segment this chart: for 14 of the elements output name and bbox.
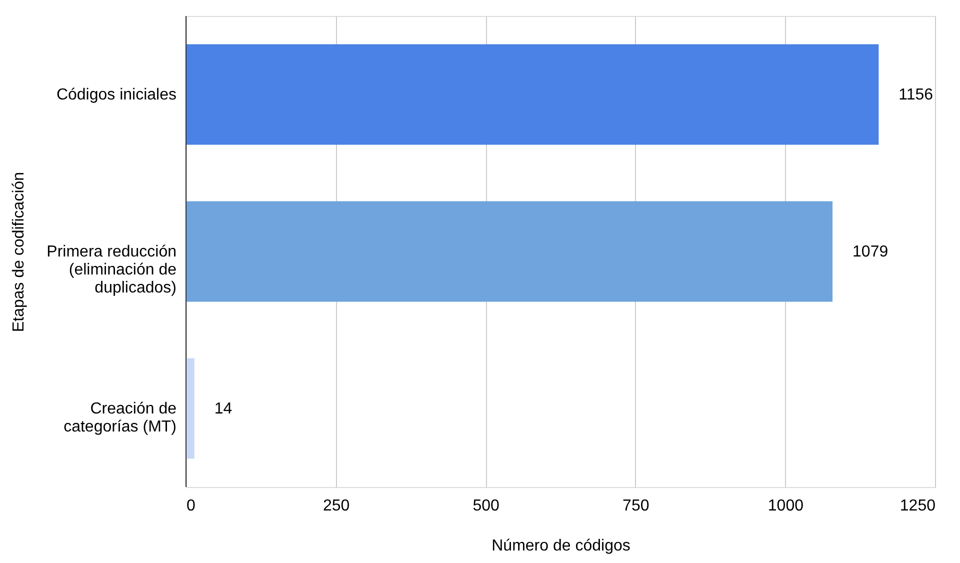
y-axis-title: Etapas de codificación (10, 172, 28, 332)
x-tick-label: 0 (186, 498, 196, 514)
x-tick-label: 1250 (900, 498, 936, 514)
x-tick-label: 500 (472, 498, 500, 514)
x-tick-label: 250 (322, 498, 350, 514)
data-label: 1079 (852, 244, 888, 260)
y-tick-label: Códigos iniciales (56, 86, 176, 104)
x-tick-label: 750 (622, 498, 650, 514)
x-axis-title: Número de códigos (492, 538, 630, 554)
data-label: 1156 (898, 86, 934, 104)
y-tick-label: Primera reducción (eliminación de duplicados) (46, 244, 177, 296)
x-tick-label: 1000 (768, 498, 804, 514)
data-label: 14 (214, 400, 232, 418)
y-tick-label: Creación de categorías (MT) (64, 400, 177, 436)
